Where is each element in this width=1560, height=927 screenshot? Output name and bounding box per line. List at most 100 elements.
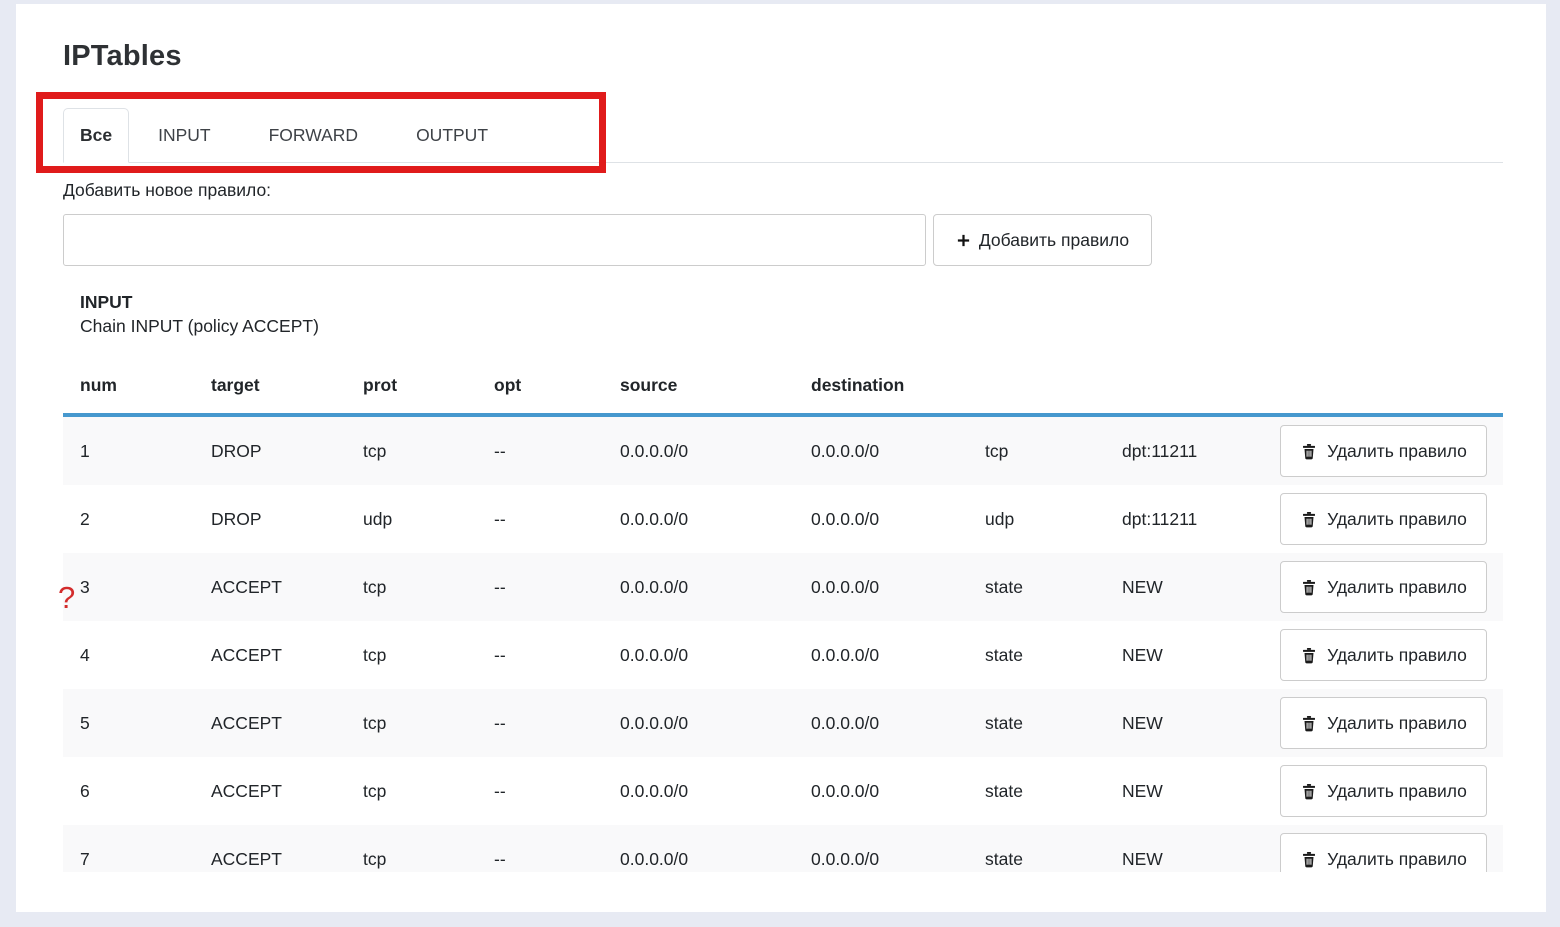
- delete-rule-button[interactable]: Удалить правило: [1280, 697, 1487, 749]
- delete-rule-button[interactable]: Удалить правило: [1280, 833, 1487, 872]
- cell-num: 6: [80, 780, 90, 801]
- cell-num: 3: [80, 576, 90, 597]
- trash-icon: [1300, 646, 1318, 664]
- cell-source: 0.0.0.0/0: [620, 440, 689, 461]
- cell-actions: Удалить правило: [1263, 825, 1503, 872]
- tab-input[interactable]: INPUT: [158, 125, 211, 145]
- column-header-source: source: [603, 358, 794, 417]
- cell-opt: --: [494, 576, 506, 597]
- add-rule-button[interactable]: Добавить правило: [933, 214, 1152, 266]
- cell-destination: 0.0.0.0/0: [811, 780, 880, 801]
- trash-icon: [1300, 782, 1318, 800]
- rules-table-container: num target prot opt source destination 1…: [63, 358, 1503, 872]
- page-title: IPTables: [63, 40, 182, 72]
- cell-destination: 0.0.0.0/0: [811, 712, 880, 733]
- cell-num: 7: [80, 848, 90, 869]
- rules-table: num target prot opt source destination 1…: [63, 358, 1503, 872]
- cell-extra1: state: [985, 780, 1023, 801]
- new-rule-input[interactable]: [63, 214, 926, 266]
- cell-opt: --: [494, 712, 506, 733]
- cell-prot: tcp: [363, 780, 387, 801]
- cell-destination: 0.0.0.0/0: [811, 508, 880, 529]
- cell-source: 0.0.0.0/0: [620, 780, 689, 801]
- add-rule-label: Добавить новое правило:: [63, 180, 272, 200]
- chain-policy: Chain INPUT (policy ACCEPT): [80, 316, 319, 336]
- cell-prot: tcp: [363, 576, 387, 597]
- cell-num: 1: [80, 440, 90, 461]
- cell-opt: --: [494, 508, 506, 529]
- cell-opt: --: [494, 848, 506, 869]
- cell-destination: 0.0.0.0/0: [811, 848, 880, 869]
- cell-target: ACCEPT: [211, 644, 282, 665]
- cell-extra1: state: [985, 848, 1023, 869]
- delete-rule-label: Удалить правило: [1327, 712, 1467, 733]
- delete-rule-label: Удалить правило: [1327, 508, 1467, 529]
- column-header-empty: [1105, 358, 1263, 417]
- cell-prot: udp: [363, 508, 393, 529]
- delete-rule-label: Удалить правило: [1327, 780, 1467, 801]
- trash-icon: [1300, 850, 1318, 868]
- delete-rule-button[interactable]: Удалить правило: [1280, 629, 1487, 681]
- table-row: 2 DROP udp -- 0.0.0.0/0 0.0.0.0/0 udp dpt:11211…: [63, 485, 1503, 553]
- delete-rule-button[interactable]: Удалить правило: [1280, 765, 1487, 817]
- cell-source: 0.0.0.0/0: [620, 576, 689, 597]
- rules-table-body: 1 DROP tcp -- 0.0.0.0/0 0.0.0.0/0 tcp dpt:11211…: [63, 415, 1503, 872]
- cell-destination: 0.0.0.0/0: [811, 440, 880, 461]
- cell-source: 0.0.0.0/0: [620, 848, 689, 869]
- cell-extra1: state: [985, 712, 1023, 733]
- cell-source: 0.0.0.0/0: [620, 712, 689, 733]
- cell-target: ACCEPT: [211, 780, 282, 801]
- table-row: 4 ACCEPT tcp -- 0.0.0.0/0 0.0.0.0/0 state NEW Уд…: [63, 621, 1503, 689]
- cell-extra2: dpt:11211: [1122, 508, 1198, 529]
- chain-name: INPUT: [80, 292, 133, 312]
- cell-extra2: NEW: [1122, 576, 1163, 597]
- cell-num: 5: [80, 712, 90, 733]
- cell-prot: tcp: [363, 440, 387, 461]
- cell-target: ACCEPT: [211, 576, 282, 597]
- tab-bar: Все INPUT FORWARD OUTPUT: [63, 108, 1503, 163]
- cell-actions: Удалить правило: [1263, 621, 1503, 689]
- cell-destination: 0.0.0.0/0: [811, 576, 880, 597]
- cell-prot: tcp: [363, 644, 387, 665]
- cell-target: ACCEPT: [211, 848, 282, 869]
- delete-rule-label: Удалить правило: [1327, 440, 1467, 461]
- cell-prot: tcp: [363, 848, 387, 869]
- table-header-row: num target prot opt source destination: [63, 358, 1503, 417]
- column-header-empty: [1263, 358, 1503, 417]
- tab-forward[interactable]: FORWARD: [268, 125, 359, 145]
- cell-opt: --: [494, 780, 506, 801]
- cell-num: 4: [80, 644, 90, 665]
- column-header-destination: destination: [794, 358, 968, 417]
- cell-extra2: NEW: [1122, 848, 1163, 869]
- table-row: 6 ACCEPT tcp -- 0.0.0.0/0 0.0.0.0/0 state NEW Уд…: [63, 757, 1503, 825]
- cell-actions: Удалить правило: [1263, 553, 1503, 621]
- table-row: 1 DROP tcp -- 0.0.0.0/0 0.0.0.0/0 tcp dpt:11211…: [63, 415, 1503, 485]
- trash-icon: [1300, 442, 1318, 460]
- delete-rule-label: Удалить правило: [1327, 576, 1467, 597]
- delete-rule-button[interactable]: Удалить правило: [1280, 561, 1487, 613]
- trash-icon: [1300, 510, 1318, 528]
- cell-num: 2: [80, 508, 90, 529]
- delete-rule-button[interactable]: Удалить правило: [1280, 493, 1487, 545]
- column-header-prot: prot: [346, 358, 477, 417]
- cell-extra2: NEW: [1122, 644, 1163, 665]
- column-header-opt: opt: [477, 358, 603, 417]
- cell-actions: Удалить правило: [1263, 757, 1503, 825]
- tab-all[interactable]: Все: [63, 108, 130, 163]
- trash-icon: [1300, 578, 1318, 596]
- column-header-target: target: [194, 358, 346, 417]
- plus-icon: [956, 233, 971, 248]
- column-header-num: num: [63, 358, 194, 417]
- cell-extra1: state: [985, 644, 1023, 665]
- column-header-empty: [968, 358, 1105, 417]
- cell-opt: --: [494, 440, 506, 461]
- cell-destination: 0.0.0.0/0: [811, 644, 880, 665]
- cell-extra2: NEW: [1122, 712, 1163, 733]
- delete-rule-button[interactable]: Удалить правило: [1280, 425, 1487, 477]
- cell-extra2: dpt:11211: [1122, 440, 1198, 461]
- cell-extra1: state: [985, 576, 1023, 597]
- cell-prot: tcp: [363, 712, 387, 733]
- tab-output[interactable]: OUTPUT: [416, 125, 489, 145]
- table-row: 3 ACCEPT tcp -- 0.0.0.0/0 0.0.0.0/0 state NEW Уд…: [63, 553, 1503, 621]
- iptables-panel: IPTables Все INPUT FORWARD OUTPUT Добави…: [16, 4, 1546, 912]
